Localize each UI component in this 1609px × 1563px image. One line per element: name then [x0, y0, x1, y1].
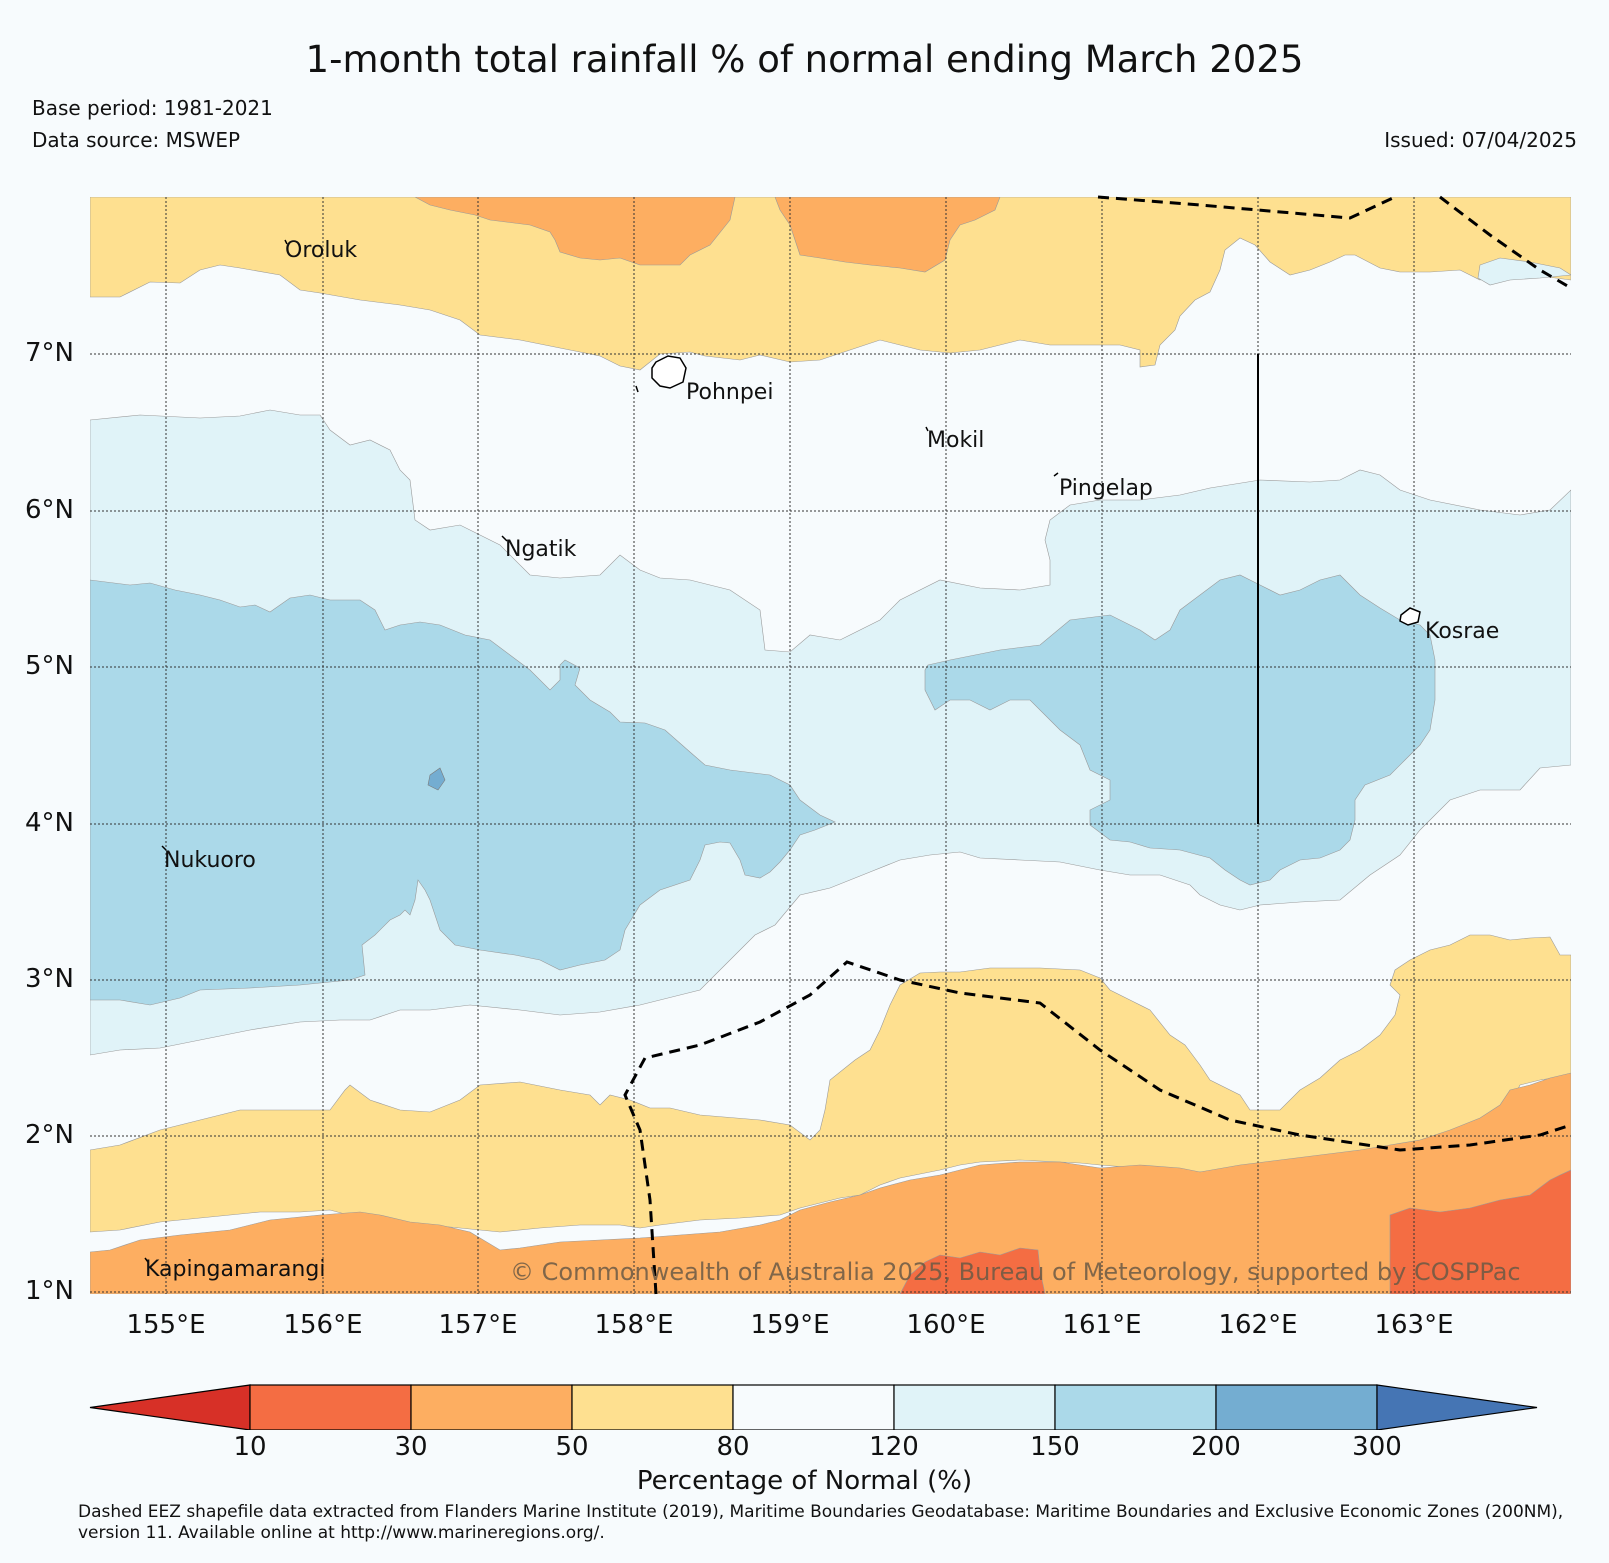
band-50-80-south [90, 934, 1571, 1233]
band-120-150-northeast [1477, 257, 1571, 286]
colorbar-tick-300: 300 [1352, 1432, 1402, 1462]
colorbar-tick-80: 80 [716, 1432, 750, 1462]
lon-label-159e: 159°E [750, 1310, 830, 1340]
lon-label-163e: 163°E [1374, 1310, 1454, 1340]
lat-label-5n: 5°N [25, 651, 74, 681]
pohnpei-outline [651, 355, 687, 389]
lat-label-6n: 6°N [25, 495, 74, 525]
colorbar-segment [732, 1384, 895, 1430]
band-150-200-west [90, 579, 836, 1006]
lon-label-158e: 158°E [594, 1310, 674, 1340]
eez-boundaries [623, 195, 1572, 1295]
band-150-200-east [924, 574, 1436, 886]
place-label-ngatik: Ngatik [505, 537, 577, 562]
band-10-30-southeast [1389, 1169, 1571, 1294]
lon-label-155e: 155°E [126, 1310, 206, 1340]
footnote: Dashed EEZ shapefile data extracted from… [78, 1502, 1564, 1543]
colorbar-extend-low [89, 1384, 251, 1430]
place-label-nukuoro: Nukuoro [164, 848, 256, 873]
colorbar [89, 1384, 1538, 1430]
colorbar-segment [249, 1384, 412, 1430]
issued-date-label: Issued: 07/04/2025 [1384, 128, 1577, 152]
lon-label-162e: 162°E [1218, 1310, 1298, 1340]
lat-label-4n: 4°N [25, 808, 74, 838]
place-label-mokil: Mokil [927, 428, 985, 453]
data-source-label: Data source: MSWEP [32, 128, 241, 152]
atoll-markers [144, 239, 1059, 1263]
band-10-30-south [899, 1247, 1046, 1294]
colorbar-tick-30: 30 [394, 1432, 428, 1462]
band-200-300-patch [427, 767, 446, 791]
lat-label-1n: 1°N [25, 1276, 74, 1306]
colorbar-extend-high [1376, 1384, 1538, 1430]
map-title: 1-month total rainfall % of normal endin… [305, 38, 1304, 81]
place-label-kapingamarangi: Kapingamarangi [145, 1257, 326, 1282]
colorbar-label: Percentage of Normal (%) [636, 1466, 973, 1496]
lat-label-2n: 2°N [25, 1120, 74, 1150]
colorbar-tick-200: 200 [1191, 1432, 1241, 1462]
band-50-80-north [90, 197, 1571, 371]
colorbar-segment [1054, 1384, 1217, 1430]
colorbar-segment [410, 1384, 573, 1430]
base-period-label: Base period: 1981-2021 [32, 96, 273, 120]
colorbar-segment [893, 1384, 1056, 1430]
lat-label-7n: 7°N [25, 338, 74, 368]
lon-label-156e: 156°E [283, 1310, 363, 1340]
band-30-50-south [90, 1072, 1571, 1294]
place-label-pohnpei: Pohnpei [686, 380, 774, 405]
colorbar-tick-10: 10 [233, 1432, 267, 1462]
lon-label-160e: 160°E [906, 1310, 986, 1340]
colorbar-tick-120: 120 [869, 1432, 919, 1462]
place-label-oroluk: Oroluk [285, 238, 358, 263]
band-30-50-north-2 [774, 197, 1001, 273]
colorbar-segment [571, 1384, 734, 1430]
copyright-notice: © Commonwealth of Australia 2025, Bureau… [510, 1258, 1521, 1286]
place-label-pingelap: Pingelap [1059, 476, 1153, 501]
lat-label-3n: 3°N [25, 964, 74, 994]
lon-label-157e: 157°E [438, 1310, 518, 1340]
rainfall-fields [90, 197, 1571, 1294]
lon-label-161e: 161°E [1062, 1310, 1142, 1340]
colorbar-tick-150: 150 [1030, 1432, 1080, 1462]
band-30-50-north [414, 197, 736, 266]
kosrae-outline [1399, 607, 1421, 626]
colorbar-tick-50: 50 [555, 1432, 589, 1462]
place-label-kosrae: Kosrae [1425, 619, 1500, 644]
colorbar-segment [1215, 1384, 1378, 1430]
